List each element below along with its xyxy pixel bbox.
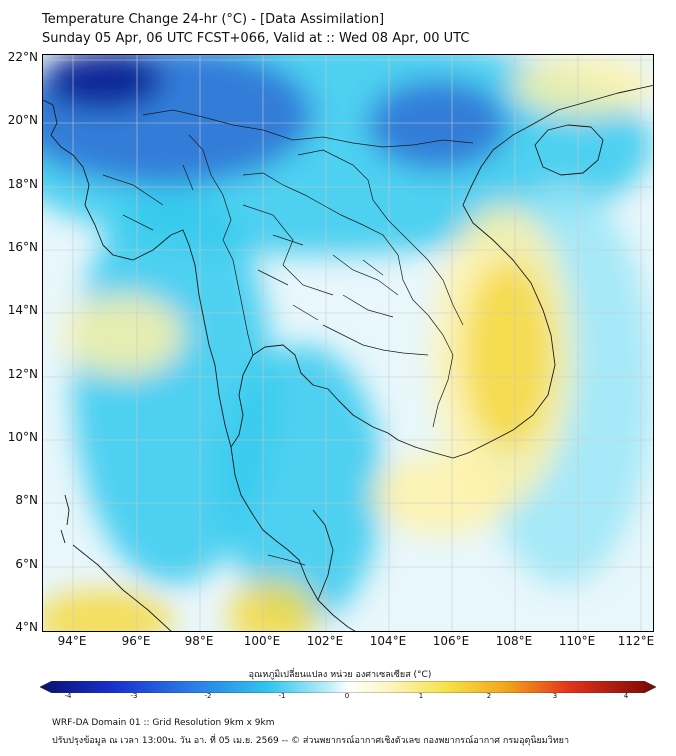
lat-label-20n: 20°N (7, 113, 38, 127)
colorbar-tick: 1 (418, 692, 424, 700)
map-subtitle: Sunday 05 Apr, 06 UTC FCST+066, Valid at… (42, 31, 470, 46)
country-borders (102, 109, 474, 566)
lon-label-106e: 106°E (432, 634, 470, 648)
lat-label-22n: 22°N (7, 50, 38, 64)
lon-label-112e: 112°E (617, 634, 655, 648)
border-china-north (142, 109, 474, 148)
temperature-change-map (42, 54, 654, 632)
lat-label-4n: 4°N (15, 620, 38, 634)
map-title: Temperature Change 24-hr (°C) - [Data As… (42, 12, 385, 27)
colorbar-tick: 2 (486, 692, 492, 700)
lon-label-102e: 102°E (306, 634, 344, 648)
lat-label-14n: 14°N (7, 303, 38, 317)
province-lines-myanmar (102, 164, 194, 231)
colorbar (39, 678, 657, 694)
lon-label-110e: 110°E (558, 634, 596, 648)
colorbar-tick: 0 (344, 692, 350, 700)
warm-core-vietnam (463, 260, 553, 450)
warm-light-west-sea (63, 295, 183, 375)
lon-label-104e: 104°E (369, 634, 407, 648)
warm-core-southwest (43, 590, 173, 631)
colorbar-tick: -2 (204, 692, 212, 700)
cool-gulf-thailand (223, 345, 383, 625)
cold-patch-north-vietnam (368, 80, 508, 170)
warm-light-hainan (513, 55, 653, 115)
lat-label-10n: 10°N (7, 430, 38, 444)
colorbar-tick: 4 (623, 692, 629, 700)
graticule (43, 55, 653, 631)
lat-label-12n: 12°N (7, 367, 38, 381)
lon-label-100e: 100°E (243, 634, 281, 648)
coastline-sumatra (72, 544, 172, 631)
lon-label-96e: 96°E (121, 634, 151, 648)
colorbar-tick: 3 (552, 692, 558, 700)
update-credit: ปรับปรุงข้อมูล ณ เวลา 13:00น. วัน อา. ที… (52, 736, 570, 746)
lon-label-94e: 94°E (57, 634, 87, 648)
warm-core-south (228, 580, 318, 631)
border-laos-vietnam (297, 149, 464, 326)
model-info: WRF-DA Domain 01 :: Grid Resolution 9km … (52, 718, 275, 728)
colorbar-tick: -4 (64, 692, 72, 700)
lat-label-8n: 8°N (15, 493, 38, 507)
border-myanmar-thailand (188, 134, 254, 356)
colorbar-title: อุณหภูมิเปลี่ยนแปลง หน่วย องศาเซลเซียส (… (248, 670, 432, 680)
province-lines-thai-north (242, 204, 334, 321)
coastline-andaman-islands (60, 494, 70, 544)
lon-label-108e: 108°E (495, 634, 533, 648)
province-lines-thai-northeast (332, 254, 399, 318)
colorbar-tick: -3 (130, 692, 138, 700)
warm-light-south-sea (373, 455, 513, 535)
colorbar-tick: -1 (278, 692, 286, 700)
coastline-malay-east (312, 509, 334, 601)
coastline-hainan (534, 124, 604, 176)
lat-label-18n: 18°N (7, 177, 38, 191)
lat-label-6n: 6°N (15, 557, 38, 571)
border-cambodia-vietnam (427, 314, 454, 428)
coastlines (43, 84, 653, 631)
coastline-gulf-thailand (230, 84, 653, 459)
border-thailand-laos (242, 172, 429, 316)
border-thailand-malaysia (267, 554, 306, 566)
coastline-mainland-west (43, 99, 356, 631)
lat-label-16n: 16°N (7, 240, 38, 254)
lon-label-98e: 98°E (184, 634, 214, 648)
border-thailand-cambodia (322, 324, 429, 356)
